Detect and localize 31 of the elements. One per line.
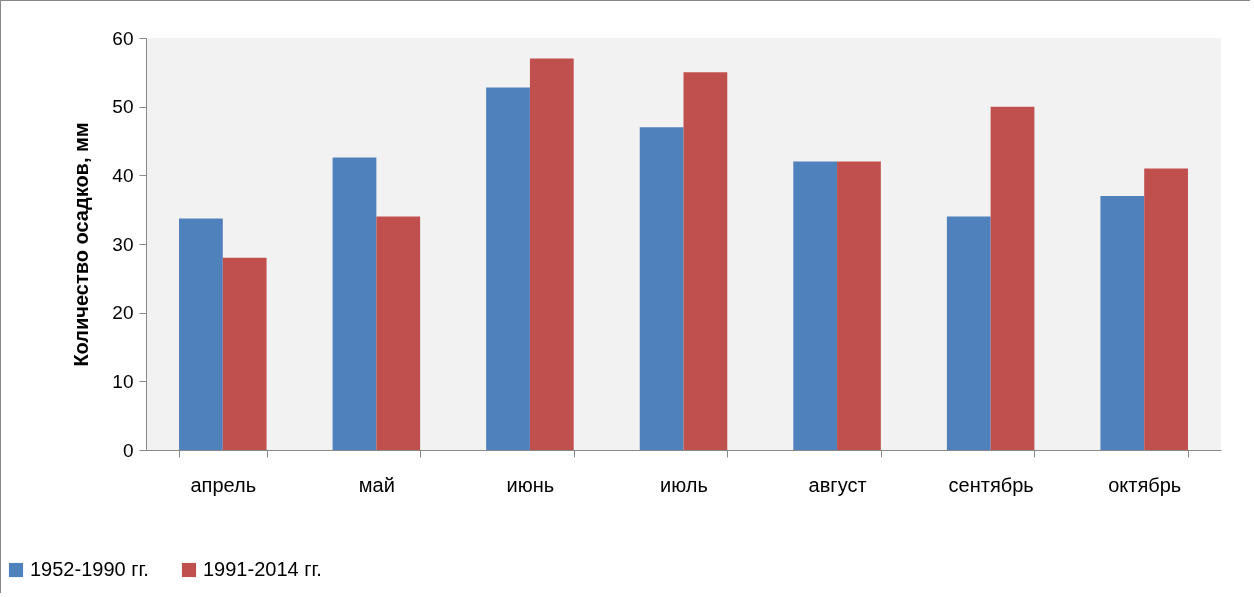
x-tick-label: апрель bbox=[190, 473, 257, 496]
bar bbox=[683, 72, 728, 450]
bar bbox=[990, 106, 1035, 450]
x-tick-label: июнь bbox=[506, 473, 555, 496]
bar bbox=[179, 218, 223, 450]
x-tick-label: сентябрь bbox=[948, 473, 1034, 496]
x-tick-label: август bbox=[808, 473, 867, 496]
y-tick-label: 0 bbox=[122, 439, 134, 461]
y-axis-title: Количество осадков, мм bbox=[70, 122, 93, 367]
x-tick-label: октябрь bbox=[1108, 473, 1182, 496]
bar bbox=[529, 58, 574, 450]
bar bbox=[793, 161, 838, 450]
bar bbox=[837, 161, 881, 450]
bar bbox=[639, 127, 684, 450]
x-tick-label: май bbox=[358, 473, 395, 496]
y-tick-label: 20 bbox=[112, 302, 134, 324]
bar bbox=[222, 257, 267, 450]
legend-label: 1952-1990 гг. bbox=[30, 558, 149, 580]
y-tick-label: 50 bbox=[112, 96, 134, 118]
y-tick-label: 10 bbox=[112, 370, 134, 392]
legend-label: 1991-2014 гг. bbox=[203, 558, 322, 580]
y-tick-label: 40 bbox=[112, 164, 134, 186]
y-tick-label: 30 bbox=[112, 233, 134, 255]
y-tick-label: 60 bbox=[112, 27, 134, 49]
bar bbox=[946, 216, 991, 450]
bar bbox=[1144, 168, 1188, 450]
bar bbox=[332, 157, 377, 450]
bar bbox=[486, 87, 530, 450]
bar bbox=[1100, 195, 1145, 450]
x-tick-label: июль bbox=[660, 473, 708, 496]
bar bbox=[376, 216, 421, 450]
